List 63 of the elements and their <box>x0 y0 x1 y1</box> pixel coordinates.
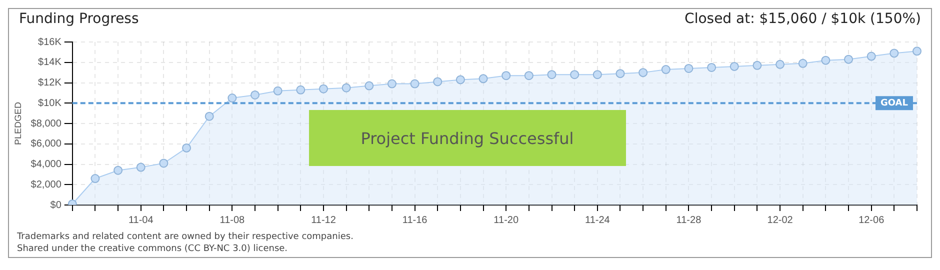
text: Shared under the creative commons (CC BY-NC 3.0) license. <box>17 243 289 255</box>
point <box>228 94 237 103</box>
point <box>866 52 876 61</box>
point <box>478 74 488 84</box>
annotation: Project Funding Successful <box>360 128 574 148</box>
point <box>296 85 306 94</box>
point <box>547 70 556 80</box>
ref-line-label: GOAL <box>880 98 908 108</box>
x-tick-label: 11-20 <box>494 214 519 226</box>
y-tick-label: $10K <box>38 98 62 109</box>
chart-subtitle: Closed at: $15,060 / $10k (150%) <box>684 11 921 29</box>
point <box>410 79 420 88</box>
text: Trademarks and related content are owned by their respective companies. <box>17 231 354 243</box>
point <box>502 71 511 80</box>
point <box>250 90 260 100</box>
point <box>342 83 351 92</box>
x-tick-label: 11-24 <box>584 214 610 226</box>
x-tick-label: 11-28 <box>676 214 702 226</box>
point <box>90 174 100 184</box>
point <box>821 56 830 65</box>
point <box>136 162 146 172</box>
y-axis-title: PLEDGED <box>12 101 23 146</box>
y-tick-label: $12K <box>38 78 62 88</box>
point <box>456 75 465 84</box>
x-tick-label: 11-16 <box>402 214 428 226</box>
point <box>114 166 123 175</box>
y-tick-label: $6,000 <box>30 138 62 150</box>
point <box>684 64 694 73</box>
point <box>364 81 374 90</box>
point <box>798 58 808 68</box>
point <box>524 71 534 80</box>
point <box>616 69 625 78</box>
y-tick-label: $16K <box>38 36 62 48</box>
point <box>273 86 282 96</box>
point <box>387 79 396 88</box>
point <box>159 158 168 168</box>
x-tick-label: 11-12 <box>311 214 336 226</box>
point <box>730 62 739 71</box>
chart-title: Funding Progress <box>19 11 139 29</box>
x-tick-label: 12-02 <box>767 214 794 226</box>
point <box>204 112 214 121</box>
y-tick-label: $4,000 <box>30 159 62 170</box>
point <box>912 46 922 56</box>
point <box>707 62 716 72</box>
point <box>592 70 602 80</box>
point <box>433 77 442 86</box>
x-tick-label: 11-08 <box>220 214 246 226</box>
point <box>890 48 899 58</box>
x-tick-label: 12-06 <box>858 214 885 226</box>
y-tick-label: $0 <box>50 200 62 211</box>
y-tick-label: $14K <box>38 57 62 68</box>
point <box>638 68 648 78</box>
y-tick-label: $8,000 <box>30 118 62 130</box>
point <box>844 54 854 64</box>
point <box>661 65 670 74</box>
note-box: Project Funding Successful <box>308 110 626 166</box>
point <box>318 84 328 94</box>
point <box>776 60 785 69</box>
point <box>182 143 192 152</box>
x-tick-label: 11-04 <box>128 214 154 226</box>
y-tick-label: $2,000 <box>30 179 62 190</box>
point <box>752 60 762 70</box>
point <box>570 70 580 80</box>
